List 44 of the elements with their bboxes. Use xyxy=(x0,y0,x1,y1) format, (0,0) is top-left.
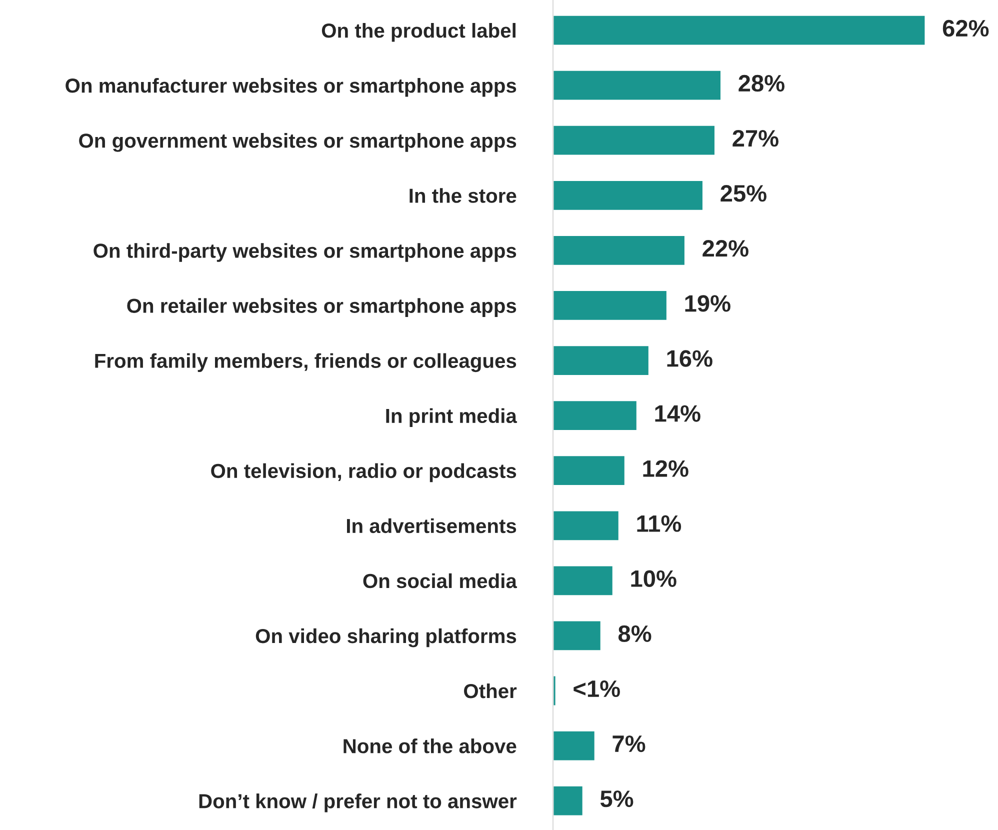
bar xyxy=(553,564,614,596)
data-label: 14% xyxy=(655,405,700,422)
y-tick-label: In advertisements xyxy=(347,518,516,534)
y-tick-label: None of the above xyxy=(344,738,516,754)
bar xyxy=(553,454,626,486)
data-label: 16% xyxy=(667,350,712,367)
data-label: 22% xyxy=(702,240,748,257)
data-label: 28% xyxy=(738,74,784,92)
data-label: 19% xyxy=(685,295,730,312)
data-label: 7% xyxy=(612,735,646,752)
y-tick-label: On retailer websites or smartphone apps xyxy=(127,298,516,317)
y-tick-label: On video sharing platforms xyxy=(256,628,516,648)
y-tick-label: On manufacturer websites or smartphone apps xyxy=(66,78,516,97)
bar xyxy=(553,124,716,156)
bar xyxy=(553,730,596,762)
y-tick-label: On government websites or smartphone apps xyxy=(79,133,516,152)
data-label: 25% xyxy=(720,185,766,202)
bar xyxy=(553,400,638,432)
bar xyxy=(553,290,668,322)
bar xyxy=(553,510,620,542)
bar xyxy=(553,180,704,212)
data-label: 27% xyxy=(732,130,778,147)
bar xyxy=(553,69,722,102)
y-tick-label: Don’t know / prefer not to answer xyxy=(199,794,517,812)
y-tick-label: On third-party websites or smartphone apps xyxy=(94,243,516,262)
data-label: <1% xyxy=(574,680,620,698)
bar xyxy=(553,785,584,817)
data-label: 62% xyxy=(942,20,989,37)
data-label: 11% xyxy=(637,515,682,532)
data-label: 5% xyxy=(600,790,634,808)
bar xyxy=(553,344,650,376)
y-tick-label: From family members, friends or colleagues xyxy=(95,353,516,372)
data-label: 8% xyxy=(618,625,652,642)
bar xyxy=(553,234,686,266)
y-tick-label: In the store xyxy=(410,188,516,203)
data-label: 10% xyxy=(631,570,676,588)
y-tick-label: On television, radio or podcasts xyxy=(211,463,516,482)
data-label: 12% xyxy=(643,460,688,477)
y-tick-label: On social media xyxy=(363,573,518,588)
bar xyxy=(553,620,602,652)
y-tick-label: In print media xyxy=(386,408,518,428)
bar xyxy=(553,14,926,46)
y-tick-label: Other xyxy=(464,683,517,698)
y-tick-label: On the product label xyxy=(322,22,516,42)
